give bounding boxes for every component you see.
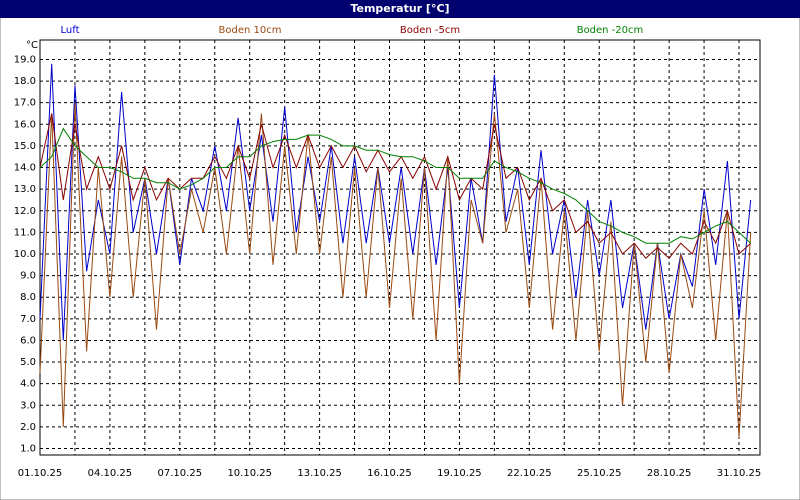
series-line — [39, 113, 752, 260]
x-tick-label: 07.10.25 — [158, 468, 203, 479]
y-tick-label: 3.0 — [20, 400, 36, 411]
y-tick-label: 1.0 — [20, 444, 36, 455]
y-tick-label: 13.0 — [14, 184, 36, 195]
title-bar — [0, 0, 800, 18]
chart-title: Temperatur [°C] — [350, 2, 449, 15]
y-tick-label: 9.0 — [20, 271, 36, 282]
x-tick-label: 31.10.25 — [717, 468, 762, 479]
y-tick-label: 16.0 — [14, 119, 36, 130]
y-tick-label: 14.0 — [14, 163, 36, 174]
y-tick-label: 19.0 — [14, 54, 36, 65]
y-unit: °C — [26, 40, 38, 51]
y-tick-label: 7.0 — [20, 314, 36, 325]
y-tick-label: 2.0 — [20, 422, 36, 433]
y-tick-label: 4.0 — [20, 379, 36, 390]
y-tick-label: 5.0 — [20, 357, 36, 368]
x-tick-label: 01.10.25 — [18, 468, 63, 479]
y-tick-label: 11.0 — [14, 227, 36, 238]
y-tick-label: 8.0 — [20, 292, 36, 303]
x-tick-label: 13.10.25 — [297, 468, 342, 479]
legend-entry: Boden 10cm — [219, 25, 282, 36]
x-tick-label: 10.10.25 — [227, 468, 272, 479]
y-tick-label: 12.0 — [14, 206, 36, 217]
legend-entry: Boden -20cm — [577, 25, 644, 36]
plot-frame — [39, 39, 761, 456]
legend-entry: Boden -5cm — [400, 25, 460, 36]
x-tick-label: 28.10.25 — [647, 468, 692, 479]
x-tick-label: 04.10.25 — [88, 468, 133, 479]
y-tick-label: 18.0 — [14, 76, 36, 87]
x-tick-label: 16.10.25 — [367, 468, 412, 479]
y-tick-label: 17.0 — [14, 98, 36, 109]
legend-entry: Luft — [61, 25, 80, 36]
y-tick-label: 15.0 — [14, 141, 36, 152]
y-tick-label: 6.0 — [20, 335, 36, 346]
series-line — [39, 127, 752, 244]
series-line — [39, 102, 752, 438]
x-tick-label: 19.10.25 — [437, 468, 482, 479]
y-tick-label: 10.0 — [14, 249, 36, 260]
series-line — [39, 63, 752, 341]
x-tick-label: 25.10.25 — [577, 468, 622, 479]
x-tick-label: 22.10.25 — [507, 468, 552, 479]
